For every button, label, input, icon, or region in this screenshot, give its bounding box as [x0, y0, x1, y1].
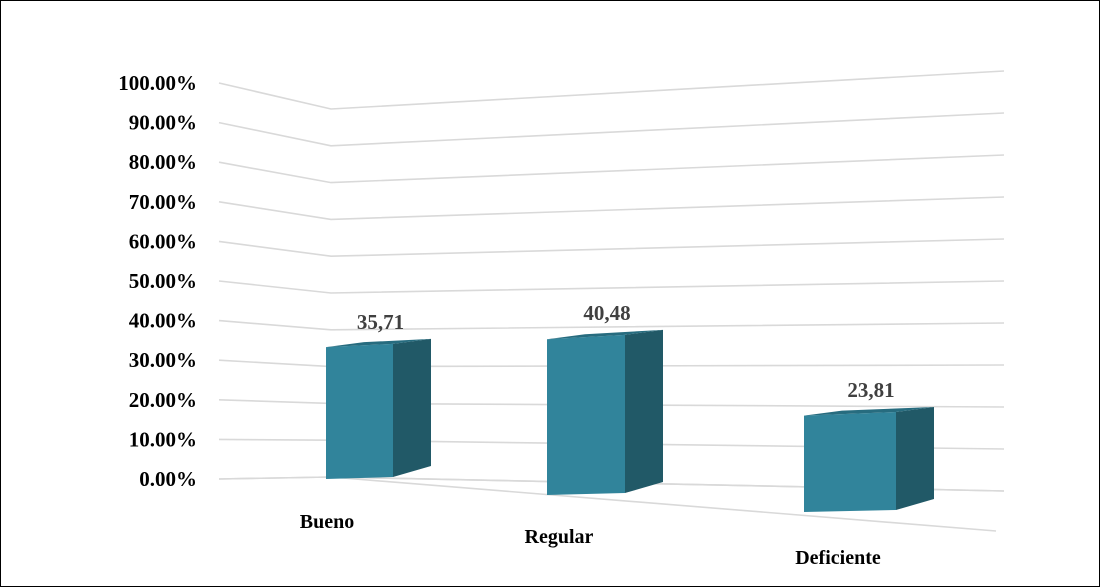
bar-regular — [547, 329, 663, 495]
bars — [326, 329, 934, 512]
bar-side-face — [625, 329, 663, 493]
y-tick-label: 100.00% — [118, 71, 197, 95]
y-axis-ticks: 0.00% 10.00% 20.00% 30.00% 40.00% 50.00% 60.00… — [118, 71, 197, 491]
y-tick-label: 90.00% — [129, 111, 197, 135]
data-labels: 35,71 40,48 23,81 — [357, 301, 895, 402]
y-tick-label: 0.00% — [139, 467, 197, 491]
bar-side-face — [896, 406, 934, 510]
bar-side-face — [393, 338, 431, 477]
bar-top-face — [804, 406, 934, 416]
gridlines — [218, 70, 1005, 532]
floor-front-edge — [330, 476, 997, 532]
gridline — [218, 196, 1005, 221]
y-tick-label: 70.00% — [129, 190, 197, 214]
y-tick-label: 20.00% — [129, 388, 197, 412]
gridline — [218, 70, 1005, 110]
bar-top-face — [326, 338, 431, 348]
bar-deficiente — [804, 406, 934, 512]
gridline — [218, 238, 1005, 258]
x-category-label: Deficiente — [795, 547, 881, 569]
gridline — [218, 154, 1005, 184]
data-label: 40,48 — [583, 301, 630, 325]
y-tick-label: 30.00% — [129, 348, 197, 372]
bar-front-face — [547, 334, 625, 495]
gridline — [218, 280, 1005, 294]
bar-top-face — [547, 329, 663, 340]
gridline — [218, 112, 1005, 147]
y-tick-label: 50.00% — [129, 269, 197, 293]
gridline — [218, 319, 1005, 331]
bar-front-face — [326, 343, 393, 479]
y-tick-label: 80.00% — [129, 150, 197, 174]
x-category-label: Bueno — [300, 511, 354, 533]
x-category-label: Regular — [525, 526, 594, 548]
bar-front-face — [804, 411, 896, 512]
y-tick-label: 60.00% — [129, 229, 197, 253]
bar-bueno — [326, 338, 431, 479]
x-axis-categories: Bueno Regular Deficiente — [300, 511, 881, 569]
data-label: 35,71 — [357, 310, 404, 334]
y-tick-label: 10.00% — [129, 427, 197, 451]
data-label: 23,81 — [847, 378, 894, 402]
y-tick-label: 40.00% — [129, 309, 197, 333]
